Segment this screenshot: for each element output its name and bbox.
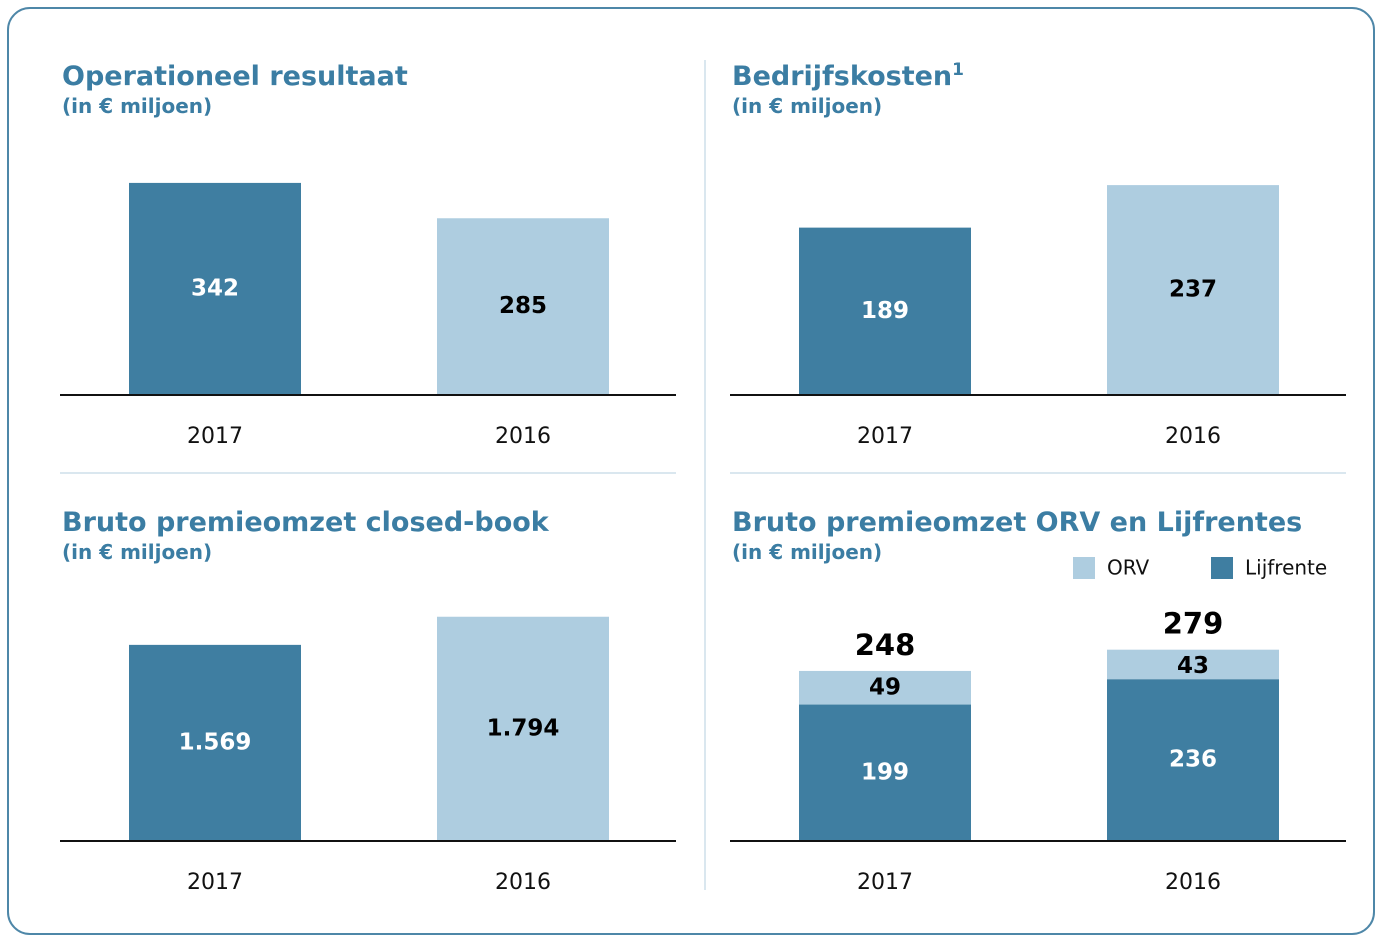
- chart-subtitle: (in € miljoen): [732, 94, 882, 118]
- x-tick-label: 2017: [857, 424, 913, 449]
- panel-border: [7, 7, 1375, 935]
- value-label: 189: [861, 298, 909, 324]
- legend-label: Lijfrente: [1245, 556, 1327, 580]
- legend-label: ORV: [1107, 556, 1150, 580]
- total-label: 279: [1163, 607, 1224, 641]
- bar: [799, 227, 971, 395]
- x-tick-label: 2016: [495, 424, 551, 449]
- chart-title: Bruto premieomzet closed-book: [62, 507, 550, 538]
- legend-swatch: [1211, 557, 1233, 579]
- chart-title: Operationeel resultaat: [62, 61, 408, 92]
- value-label: 237: [1169, 277, 1217, 303]
- bar-segment: [1107, 679, 1279, 841]
- chart-title: Bruto premieomzet ORV en Lijfrentes: [732, 507, 1302, 538]
- bar-segment: [1107, 649, 1279, 680]
- x-tick-label: 2017: [187, 424, 243, 449]
- value-label: 49: [869, 674, 901, 700]
- bar: [1107, 185, 1279, 395]
- x-tick-label: 2017: [187, 870, 243, 895]
- legend-swatch: [1073, 557, 1095, 579]
- x-tick-label: 2017: [857, 870, 913, 895]
- value-label: 43: [1177, 653, 1209, 679]
- bar: [437, 616, 609, 841]
- bar: [129, 644, 301, 841]
- footnote-marker: 1: [952, 60, 964, 80]
- total-label: 248: [855, 628, 916, 662]
- value-label: 285: [499, 293, 547, 319]
- chart-subtitle: (in € miljoen): [62, 94, 212, 118]
- chart-subtitle: (in € miljoen): [732, 540, 882, 564]
- x-tick-label: 2016: [495, 870, 551, 895]
- bar-segment: [799, 670, 971, 705]
- value-label: 1.794: [487, 715, 560, 741]
- chart-title-text: Bedrijfskosten: [732, 61, 952, 92]
- chart-title: Bedrijfskosten1: [732, 60, 964, 92]
- value-label: 199: [861, 759, 909, 785]
- chart-subtitle: (in € miljoen): [62, 540, 212, 564]
- x-tick-label: 2016: [1165, 870, 1221, 895]
- value-label: 1.569: [179, 729, 252, 755]
- bar: [437, 218, 609, 395]
- bar: [129, 182, 301, 395]
- x-tick-label: 2016: [1165, 424, 1221, 449]
- chart-title-text: Bruto premieomzet ORV en Lijfrentes: [732, 507, 1302, 538]
- chart-title-text: Operationeel resultaat: [62, 61, 408, 92]
- bar-segment: [799, 704, 971, 841]
- value-label: 236: [1169, 747, 1217, 773]
- value-label: 342: [191, 275, 239, 301]
- chart-title-text: Bruto premieomzet closed-book: [62, 507, 550, 538]
